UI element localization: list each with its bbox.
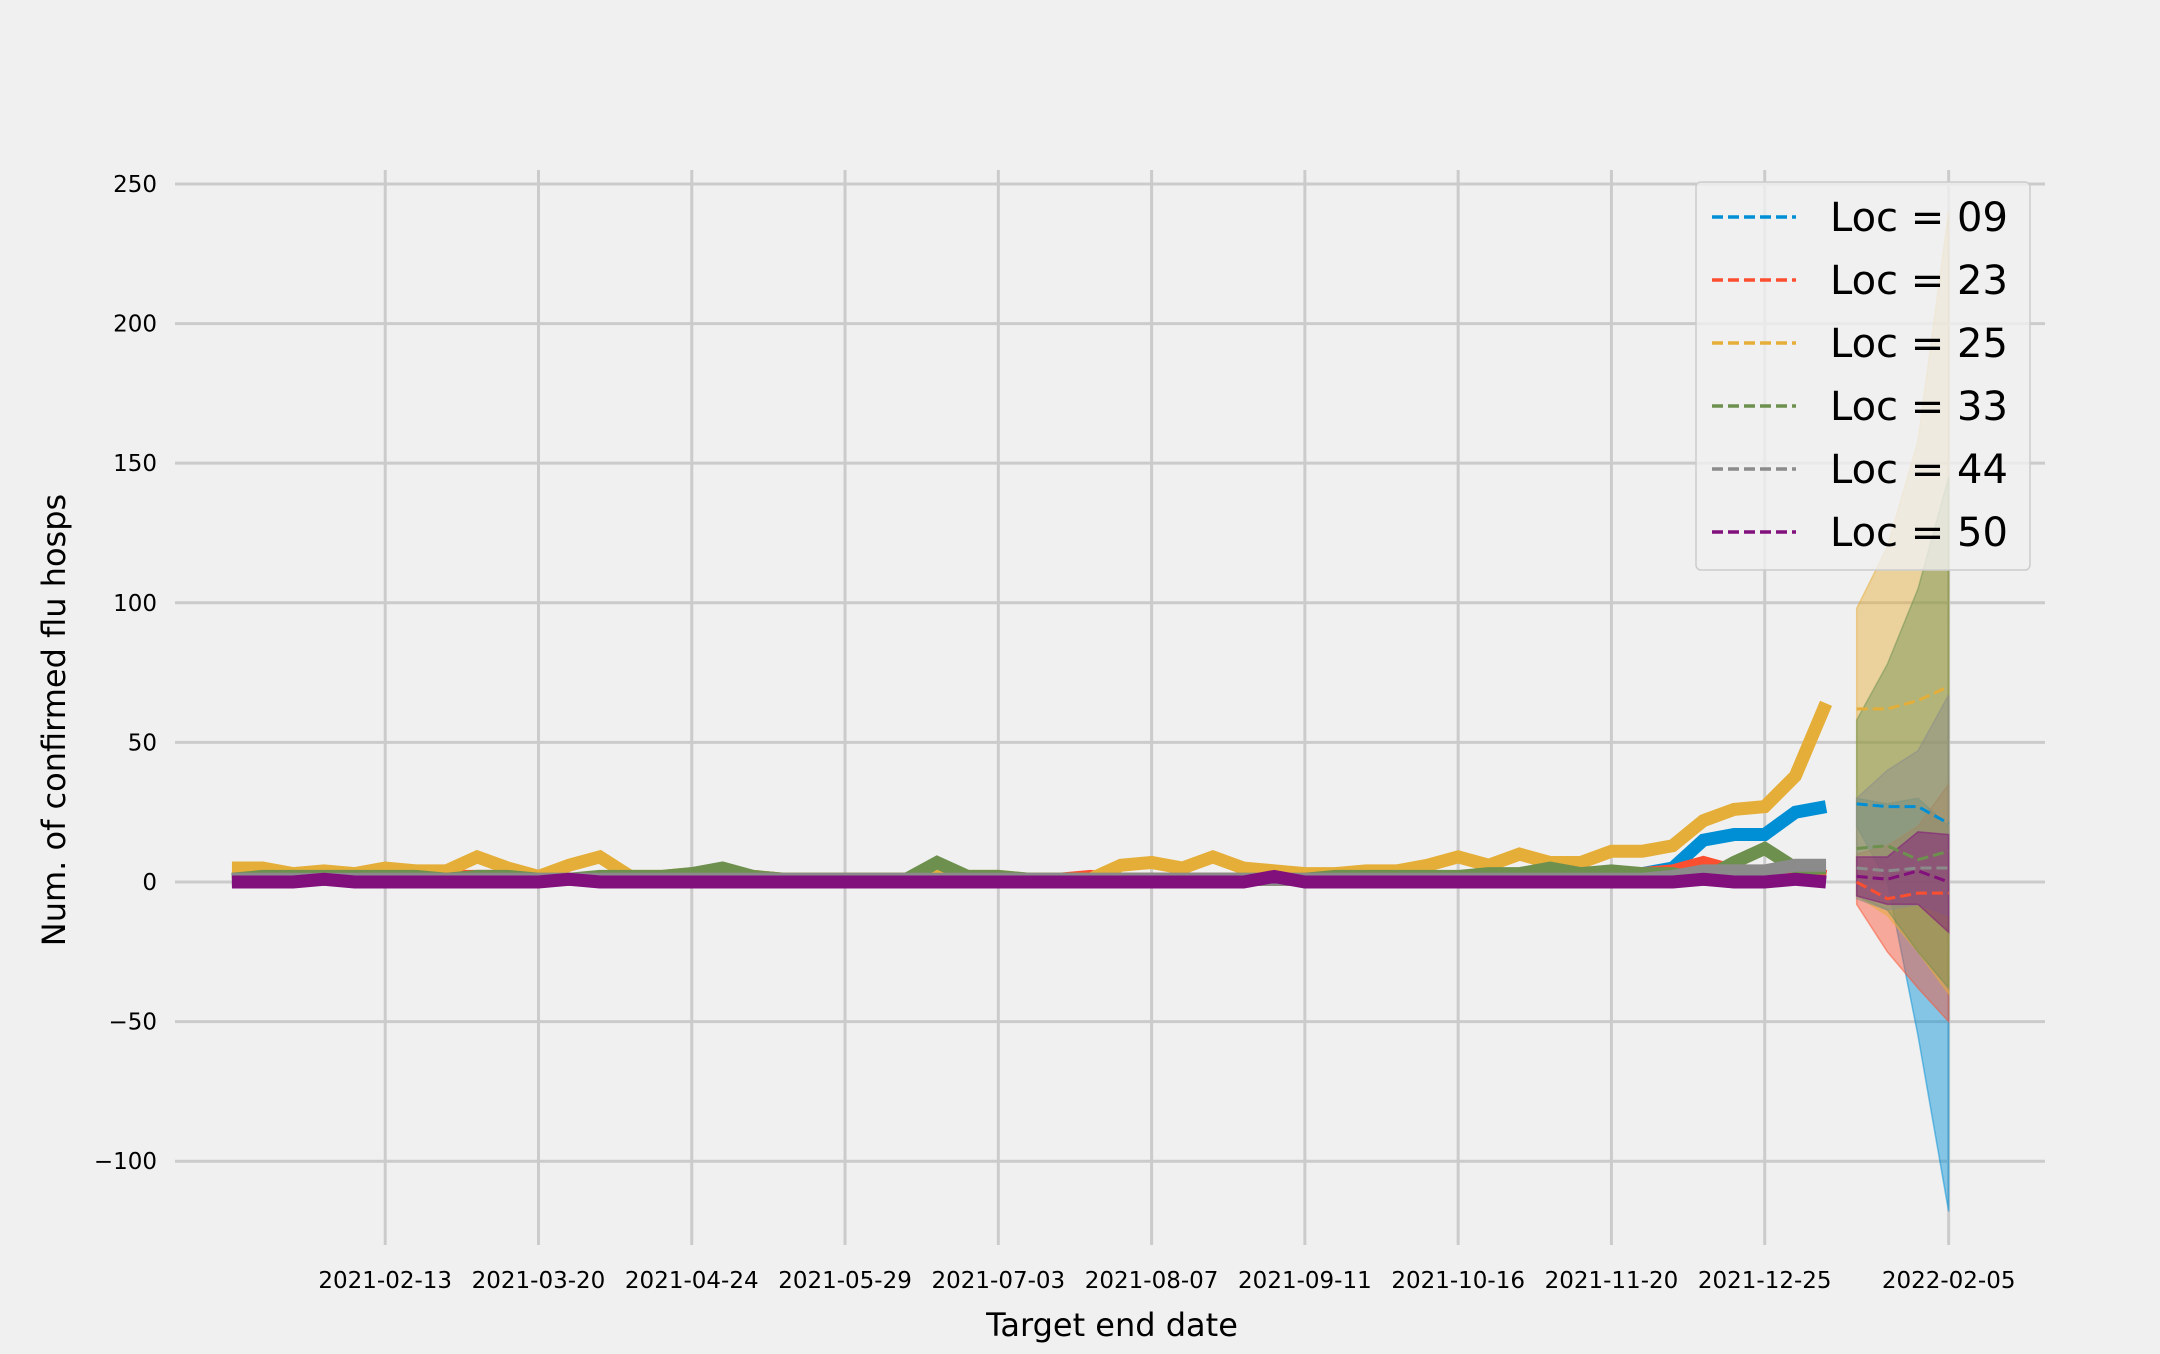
legend-label: Loc = 09 [1830, 195, 2008, 241]
forecast-median-line [1855, 880, 1949, 901]
legend-label: Loc = 44 [1830, 447, 2008, 493]
x-axis-label: Target end date [985, 1306, 1238, 1344]
x-tick-label: 2022-02-05 [1882, 1268, 2016, 1294]
y-tick-label: 50 [128, 730, 157, 756]
x-tick-label: 2021-04-24 [625, 1268, 759, 1294]
y-tick-label: 150 [113, 451, 157, 477]
y-tick-label: −50 [108, 1010, 157, 1036]
y-tick-label: 0 [142, 870, 157, 896]
y-tick-label: 200 [113, 312, 157, 338]
x-tick-label: 2021-08-07 [1085, 1268, 1219, 1294]
forecast-medians [1855, 685, 1950, 901]
forecast-band [1855, 797, 1950, 1212]
history-line [231, 869, 1827, 889]
x-tick-label: 2021-11-20 [1545, 1268, 1679, 1294]
x-tick-label: 2021-10-16 [1391, 1268, 1525, 1294]
y-tick-label: −100 [94, 1149, 157, 1175]
history-lines [231, 700, 1833, 889]
x-tick-label: 2021-12-25 [1698, 1268, 1832, 1294]
grid [175, 170, 2045, 1245]
x-tick-label: 2021-05-29 [778, 1268, 912, 1294]
x-tick-label: 2021-02-13 [318, 1268, 452, 1294]
tick-labels: −100 −50 0 50 100 150 200 250 2021-02-13 2021-03-… [94, 172, 2016, 1294]
forecast-median-line [1856, 844, 1950, 862]
y-tick-label: 100 [113, 591, 157, 617]
history-line [231, 700, 1833, 886]
y-tick-label: 250 [113, 172, 157, 198]
legend-label: Loc = 23 [1830, 258, 2008, 304]
legend-label: Loc = 33 [1830, 384, 2008, 430]
legend-label: Loc = 50 [1830, 510, 2008, 556]
x-tick-label: 2021-03-20 [472, 1268, 606, 1294]
x-tick-label: 2021-07-03 [931, 1268, 1065, 1294]
legend: Loc = 09 Loc = 23 Loc = 25 Loc = 33 Loc = 44… [1695, 181, 2031, 571]
legend-label: Loc = 25 [1830, 321, 2008, 367]
x-tick-label: 2021-09-11 [1238, 1268, 1372, 1294]
forecast-band [1855, 476, 1950, 991]
y-axis-label: Num. of confirmed flu hosps [35, 494, 73, 946]
